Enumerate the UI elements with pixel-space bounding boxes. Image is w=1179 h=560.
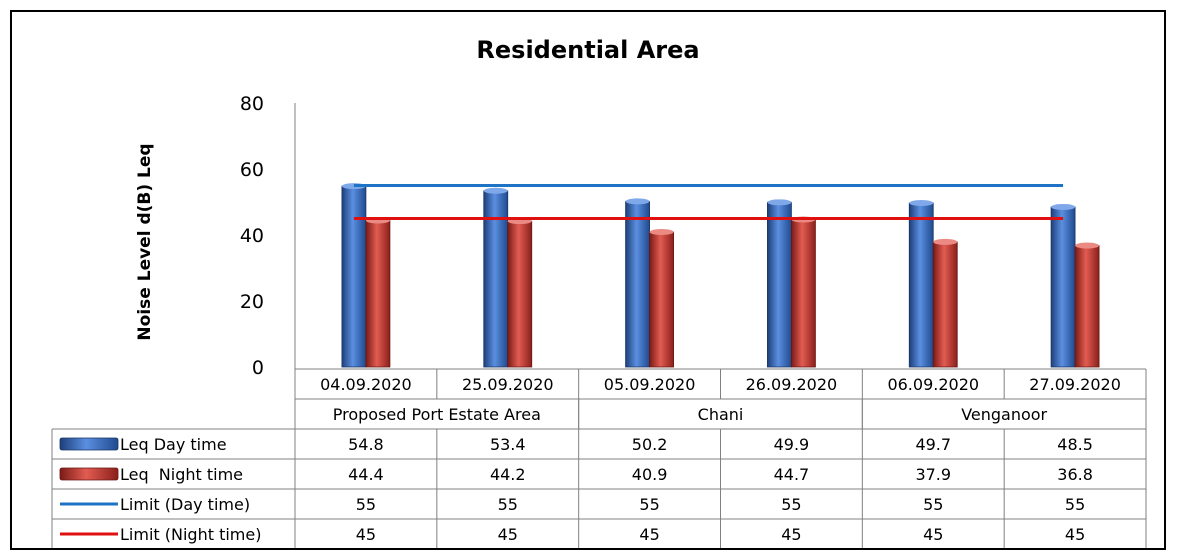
data-value: 40.9 xyxy=(632,465,668,484)
bar-day-cap xyxy=(625,198,650,205)
data-value: 49.9 xyxy=(774,435,810,454)
data-value: 55 xyxy=(1065,495,1085,514)
chart-title: Residential Area xyxy=(476,36,699,64)
data-value: 37.9 xyxy=(915,465,951,484)
bar-night-cap xyxy=(1075,242,1100,249)
bar-day-cap xyxy=(1051,203,1076,210)
bar-day xyxy=(1050,206,1076,368)
bar-day-cap xyxy=(483,187,508,194)
bar-night xyxy=(791,219,816,368)
bar-night xyxy=(507,220,533,368)
legend-label: Leq Day time xyxy=(120,435,227,454)
bar-day xyxy=(625,200,650,368)
data-value: 45 xyxy=(498,525,518,544)
y-tick-label: 80 xyxy=(240,93,264,115)
data-value: 55 xyxy=(923,495,943,514)
legend-label: Limit (Day time) xyxy=(120,495,250,514)
x-group-label: Proposed Port Estate Area xyxy=(333,405,541,424)
legend-label: Limit (Night time) xyxy=(120,525,261,544)
y-tick-label: 0 xyxy=(252,357,264,379)
data-value: 45 xyxy=(639,525,659,544)
x-category-label: 04.09.2020 xyxy=(320,375,412,394)
data-value: 55 xyxy=(781,495,801,514)
bar-day xyxy=(341,185,367,368)
data-value: 48.5 xyxy=(1057,435,1093,454)
data-value: 45 xyxy=(781,525,801,544)
x-group-label: Chani xyxy=(698,405,744,424)
y-tick-label: 60 xyxy=(240,159,264,181)
bar-day xyxy=(767,201,792,368)
legend-key-day xyxy=(59,437,119,451)
chart: 04.09.2020 25.09.2020 05.09.2020 26.09.2020… xyxy=(51,36,1147,548)
data-value: 45 xyxy=(1065,525,1085,544)
x-category-label: 27.09.2020 xyxy=(1029,375,1121,394)
bar-night-cap xyxy=(933,238,958,245)
legend-key-night xyxy=(59,467,119,481)
data-value: 44.2 xyxy=(490,465,526,484)
x-category-label: 25.09.2020 xyxy=(462,375,554,394)
chart-frame: 04.09.2020 25.09.2020 05.09.2020 26.09.2020… xyxy=(10,10,1166,550)
bar-day-cap xyxy=(767,199,792,206)
bar-day xyxy=(483,190,509,368)
data-value: 53.4 xyxy=(490,435,526,454)
x-category-label: 06.09.2020 xyxy=(887,375,979,394)
x-group-label: Venganoor xyxy=(961,405,1047,424)
bar-day xyxy=(908,202,934,368)
data-value: 54.8 xyxy=(348,435,384,454)
data-value: 44.4 xyxy=(348,465,384,484)
y-tick-label: 20 xyxy=(240,291,264,313)
y-axis-label: Noise Level d(B) Leq xyxy=(135,143,155,340)
data-value: 49.7 xyxy=(915,435,951,454)
y-tick-label: 40 xyxy=(240,225,264,247)
data-value: 50.2 xyxy=(632,435,668,454)
bar-night xyxy=(649,231,674,368)
bar-day-cap xyxy=(909,199,934,206)
data-value: 55 xyxy=(498,495,518,514)
legend-label: Leq Night time xyxy=(120,465,243,484)
x-category-label: 26.09.2020 xyxy=(746,375,838,394)
bar-night-cap xyxy=(649,229,674,236)
x-category-label: 05.09.2020 xyxy=(604,375,696,394)
bar-night xyxy=(932,241,958,368)
data-value: 55 xyxy=(639,495,659,514)
bar-night xyxy=(365,220,391,368)
bar-night xyxy=(1074,245,1100,368)
data-value: 44.7 xyxy=(774,465,810,484)
data-value: 45 xyxy=(356,525,376,544)
data-value: 55 xyxy=(356,495,376,514)
data-value: 36.8 xyxy=(1057,465,1093,484)
data-value: 45 xyxy=(923,525,943,544)
